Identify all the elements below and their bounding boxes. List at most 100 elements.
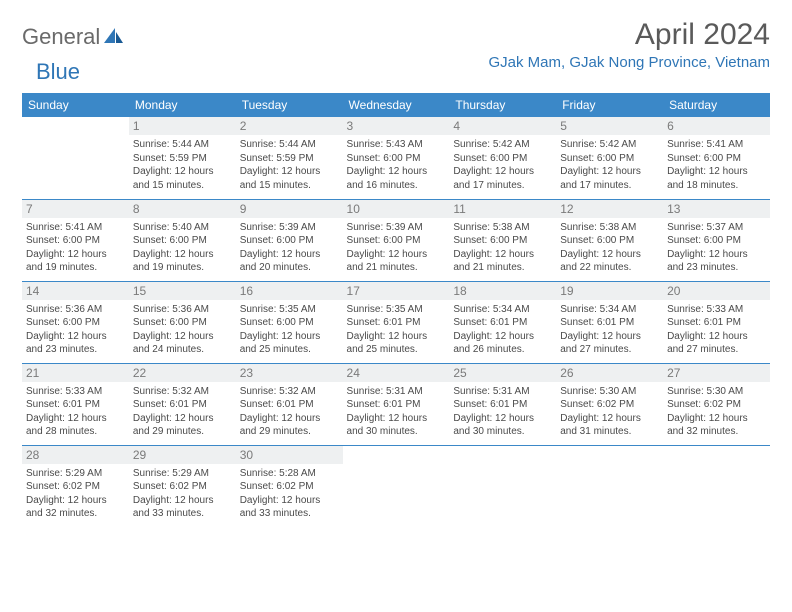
sunrise-text: Sunrise: 5:35 AM — [240, 303, 339, 317]
sunset-text: Sunset: 6:00 PM — [133, 316, 232, 330]
logo-text-general: General — [22, 24, 100, 50]
daylight-text: Daylight: 12 hours and 27 minutes. — [560, 330, 659, 357]
sunset-text: Sunset: 6:02 PM — [133, 480, 232, 494]
sunset-text: Sunset: 6:00 PM — [667, 152, 766, 166]
calendar-cell: 20Sunrise: 5:33 AMSunset: 6:01 PMDayligh… — [663, 281, 770, 363]
day-details: Sunrise: 5:40 AMSunset: 6:00 PMDaylight:… — [133, 221, 232, 275]
daylight-text: Daylight: 12 hours and 25 minutes. — [347, 330, 446, 357]
day-number: 14 — [22, 282, 129, 300]
daylight-text: Daylight: 12 hours and 18 minutes. — [667, 165, 766, 192]
day-details: Sunrise: 5:34 AMSunset: 6:01 PMDaylight:… — [453, 303, 552, 357]
calendar-cell: 11Sunrise: 5:38 AMSunset: 6:00 PMDayligh… — [449, 199, 556, 281]
day-number: 18 — [449, 282, 556, 300]
sunset-text: Sunset: 6:00 PM — [26, 316, 125, 330]
calendar-cell — [556, 445, 663, 527]
day-number: 1 — [129, 117, 236, 135]
sunrise-text: Sunrise: 5:32 AM — [133, 385, 232, 399]
daylight-text: Daylight: 12 hours and 17 minutes. — [560, 165, 659, 192]
sunset-text: Sunset: 6:01 PM — [560, 316, 659, 330]
day-number: 13 — [663, 200, 770, 218]
calendar-cell: 9 Sunrise: 5:39 AMSunset: 6:00 PMDaylight… — [236, 199, 343, 281]
calendar-cell: 25Sunrise: 5:31 AMSunset: 6:01 PMDayligh… — [449, 363, 556, 445]
day-number: 7 — [22, 200, 129, 218]
calendar-cell: 12 Sunrise: 5:38 AMSunset: 6:00 PMDayligh… — [556, 199, 663, 281]
title-block: April 2024 GJak Mam, GJak Nong Province,… — [489, 18, 771, 71]
daylight-text: Daylight: 12 hours and 29 minutes. — [240, 412, 339, 439]
sunrise-text: Sunrise: 5:39 AM — [347, 221, 446, 235]
calendar-cell: 23Sunrise: 5:32 AMSunset: 6:01 PMDayligh… — [236, 363, 343, 445]
sunrise-text: Sunrise: 5:40 AM — [133, 221, 232, 235]
calendar-cell: 18 Sunrise: 5:34 AMSunset: 6:01 PMDayligh… — [449, 281, 556, 363]
day-details: Sunrise: 5:38 AMSunset: 6:00 PMDaylight:… — [560, 221, 659, 275]
sunset-text: Sunset: 6:00 PM — [453, 152, 552, 166]
sunset-text: Sunset: 6:01 PM — [453, 316, 552, 330]
daylight-text: Daylight: 12 hours and 20 minutes. — [240, 248, 339, 275]
calendar-cell: 14Sunrise: 5:36 AMSunset: 6:00 PMDayligh… — [22, 281, 129, 363]
sunrise-text: Sunrise: 5:42 AM — [560, 138, 659, 152]
day-details: Sunrise: 5:32 AMSunset: 6:01 PMDaylight:… — [133, 385, 232, 439]
daylight-text: Daylight: 12 hours and 25 minutes. — [240, 330, 339, 357]
calendar-row: 7Sunrise: 5:41 AMSunset: 6:00 PMDaylight… — [22, 199, 770, 281]
day-details: Sunrise: 5:44 AMSunset: 5:59 PMDaylight:… — [240, 138, 339, 192]
sunrise-text: Sunrise: 5:44 AM — [133, 138, 232, 152]
calendar-cell: 19Sunrise: 5:34 AMSunset: 6:01 PMDayligh… — [556, 281, 663, 363]
sunset-text: Sunset: 6:01 PM — [347, 316, 446, 330]
sunset-text: Sunset: 6:00 PM — [347, 152, 446, 166]
sunrise-text: Sunrise: 5:36 AM — [133, 303, 232, 317]
daylight-text: Daylight: 12 hours and 26 minutes. — [453, 330, 552, 357]
day-number: 28 — [22, 446, 129, 464]
sunrise-text: Sunrise: 5:32 AM — [240, 385, 339, 399]
sunrise-text: Sunrise: 5:43 AM — [347, 138, 446, 152]
sunset-text: Sunset: 6:01 PM — [240, 398, 339, 412]
sunrise-text: Sunrise: 5:44 AM — [240, 138, 339, 152]
calendar-body: 1Sunrise: 5:44 AMSunset: 5:59 PMDaylight… — [22, 117, 770, 527]
logo-sail-icon — [103, 26, 125, 49]
day-details: Sunrise: 5:39 AMSunset: 6:00 PMDaylight:… — [347, 221, 446, 275]
daylight-text: Daylight: 12 hours and 19 minutes. — [133, 248, 232, 275]
day-number: 2 — [236, 117, 343, 135]
day-details: Sunrise: 5:41 AMSunset: 6:00 PMDaylight:… — [26, 221, 125, 275]
day-number: 27 — [663, 364, 770, 382]
daylight-text: Daylight: 12 hours and 19 minutes. — [26, 248, 125, 275]
calendar-cell: 1Sunrise: 5:44 AMSunset: 5:59 PMDaylight… — [129, 117, 236, 199]
daylight-text: Daylight: 12 hours and 28 minutes. — [26, 412, 125, 439]
daylight-text: Daylight: 12 hours and 21 minutes. — [347, 248, 446, 275]
day-details: Sunrise: 5:28 AMSunset: 6:02 PMDaylight:… — [240, 467, 339, 521]
sunrise-text: Sunrise: 5:41 AM — [26, 221, 125, 235]
sunset-text: Sunset: 6:01 PM — [26, 398, 125, 412]
calendar-cell: 27Sunrise: 5:30 AMSunset: 6:02 PMDayligh… — [663, 363, 770, 445]
calendar-cell: 30Sunrise: 5:28 AMSunset: 6:02 PMDayligh… — [236, 445, 343, 527]
day-details: Sunrise: 5:42 AMSunset: 6:00 PMDaylight:… — [453, 138, 552, 192]
day-details: Sunrise: 5:33 AMSunset: 6:01 PMDaylight:… — [667, 303, 766, 357]
daylight-text: Daylight: 12 hours and 31 minutes. — [560, 412, 659, 439]
location-text: GJak Mam, GJak Nong Province, Vietnam — [489, 54, 771, 71]
day-details: Sunrise: 5:42 AMSunset: 6:00 PMDaylight:… — [560, 138, 659, 192]
sunrise-text: Sunrise: 5:28 AM — [240, 467, 339, 481]
calendar-header: Sunday Monday Tuesday Wednesday Thursday… — [22, 93, 770, 117]
logo-text-blue: Blue — [36, 59, 80, 85]
calendar-cell: 2 Sunrise: 5:44 AMSunset: 5:59 PMDaylight… — [236, 117, 343, 199]
sunrise-text: Sunrise: 5:38 AM — [560, 221, 659, 235]
daylight-text: Daylight: 12 hours and 24 minutes. — [133, 330, 232, 357]
sunrise-text: Sunrise: 5:42 AM — [453, 138, 552, 152]
calendar-cell: 10Sunrise: 5:39 AMSunset: 6:00 PMDayligh… — [343, 199, 450, 281]
sunset-text: Sunset: 6:00 PM — [560, 234, 659, 248]
daylight-text: Daylight: 12 hours and 21 minutes. — [453, 248, 552, 275]
day-details: Sunrise: 5:31 AMSunset: 6:01 PMDaylight:… — [347, 385, 446, 439]
sunrise-text: Sunrise: 5:33 AM — [26, 385, 125, 399]
sunset-text: Sunset: 5:59 PM — [240, 152, 339, 166]
day-number: 4 — [449, 117, 556, 135]
day-details: Sunrise: 5:39 AMSunset: 6:00 PMDaylight:… — [240, 221, 339, 275]
sunset-text: Sunset: 6:02 PM — [667, 398, 766, 412]
calendar-cell: 28Sunrise: 5:29 AMSunset: 6:02 PMDayligh… — [22, 445, 129, 527]
daylight-text: Daylight: 12 hours and 27 minutes. — [667, 330, 766, 357]
sunset-text: Sunset: 6:01 PM — [347, 398, 446, 412]
day-number: 9 — [236, 200, 343, 218]
calendar-cell: 8Sunrise: 5:40 AMSunset: 6:00 PMDaylight… — [129, 199, 236, 281]
calendar-cell: 29Sunrise: 5:29 AMSunset: 6:02 PMDayligh… — [129, 445, 236, 527]
daylight-text: Daylight: 12 hours and 15 minutes. — [240, 165, 339, 192]
day-number: 11 — [449, 200, 556, 218]
daylight-text: Daylight: 12 hours and 33 minutes. — [133, 494, 232, 521]
calendar-row: 1Sunrise: 5:44 AMSunset: 5:59 PMDaylight… — [22, 117, 770, 199]
day-number: 12 — [556, 200, 663, 218]
